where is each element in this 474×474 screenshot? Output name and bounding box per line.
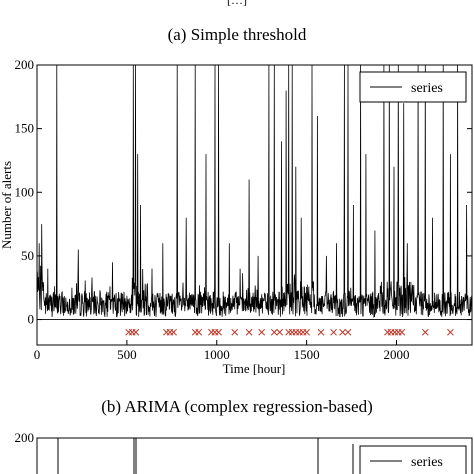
legend: series (359, 71, 467, 103)
detected-marker (330, 328, 337, 336)
x-tick-label: 2000 (384, 347, 410, 362)
detected-marker (258, 328, 266, 336)
caption-b: (b) ARIMA (complex regression-based) (101, 397, 372, 416)
series-line-b (57, 438, 354, 474)
detected-marker (245, 328, 253, 336)
detected-marker (231, 328, 239, 336)
detected-marker (447, 328, 454, 336)
detected-marker (132, 328, 140, 336)
caption-a: (a) Simple threshold (168, 25, 307, 44)
detected-marker (170, 328, 177, 336)
series-line (36, 64, 473, 320)
y-axis-label: Number of alerts (0, 161, 14, 249)
x-tick-label: 1000 (204, 347, 230, 362)
chart-b: 200 series (15, 430, 473, 474)
y-axis-ticks: 0 50 100 150 200 (15, 57, 472, 327)
legend-b: series (359, 445, 467, 474)
x-axis-ticks: 0 500 1000 1500 2000 (34, 340, 410, 362)
detected-marker (215, 328, 222, 336)
detected-marker (339, 328, 346, 336)
legend-label: series (411, 455, 443, 470)
detected-marker (195, 328, 203, 336)
legend-box (359, 445, 467, 474)
detected-marker (344, 328, 352, 336)
y-tick-label: 50 (21, 248, 34, 263)
y-tick-label: 200 (15, 57, 35, 72)
detected-marker (303, 328, 310, 336)
series-path (36, 64, 473, 319)
y-tick-label: 150 (15, 121, 35, 136)
detected-marker (270, 328, 278, 336)
x-tick-label: 500 (117, 347, 137, 362)
chart-a: 0 50 100 150 200 0 500 1000 1500 2000 Number of … (0, 57, 473, 376)
detected-marker (317, 328, 325, 336)
legend-label: series (411, 81, 443, 96)
detected-markers (125, 328, 454, 336)
plot-frame (36, 64, 473, 346)
y-tick-label: 200 (15, 430, 35, 445)
detected-marker (276, 328, 284, 336)
y-tick-label: 0 (28, 312, 35, 327)
x-axis-label: Time [hour] (223, 361, 286, 376)
y-tick-label: 100 (15, 184, 35, 199)
x-tick-label: 1500 (294, 347, 320, 362)
detected-marker (398, 328, 406, 336)
x-tick-label: 0 (34, 347, 41, 362)
detected-marker (421, 328, 429, 336)
caption-fragment: […] (227, 0, 247, 7)
plot-frame-b (36, 437, 473, 474)
